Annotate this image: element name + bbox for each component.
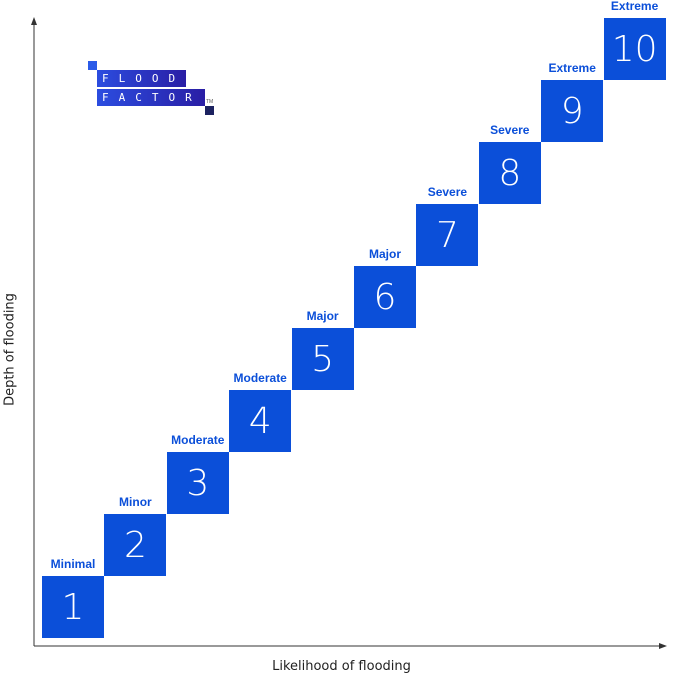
risk-label-5: Major xyxy=(306,309,339,323)
risk-score-1: 1 xyxy=(42,576,104,638)
risk-label-2: Minor xyxy=(119,495,152,509)
risk-score-2: 2 xyxy=(104,514,167,576)
risk-score-4: 4 xyxy=(229,390,292,452)
risk-score-9: 9 xyxy=(541,80,604,142)
risk-score-8: 8 xyxy=(478,142,541,204)
x-axis-label: Likelihood of flooding xyxy=(272,659,411,674)
x-axis-arrow xyxy=(659,643,667,649)
risk-label-1: Minimal xyxy=(50,557,96,571)
logo-square-top xyxy=(88,61,97,70)
logo-line-1: FLOOD xyxy=(97,70,186,87)
risk-label-3: Moderate xyxy=(171,433,225,447)
risk-label-10: Extreme xyxy=(610,0,659,13)
logo-line-2: FACTOR xyxy=(97,89,205,106)
risk-score-10: 10 xyxy=(603,18,666,80)
risk-score-5: 5 xyxy=(291,328,354,390)
risk-label-6: Major xyxy=(368,247,401,261)
risk-label-4: Moderate xyxy=(233,371,287,385)
risk-score-6: 6 xyxy=(354,266,416,328)
risk-score-7: 7 xyxy=(416,204,479,266)
y-axis-label: Depth of flooding xyxy=(2,293,18,406)
logo-square-bottom xyxy=(205,106,214,115)
logo-trademark: TM xyxy=(206,99,214,105)
risk-label-7: Severe xyxy=(427,185,468,199)
risk-label-8: Severe xyxy=(490,123,530,137)
risk-label-9: Extreme xyxy=(548,61,596,75)
flood-factor-logo: FLOOD FACTOR TM xyxy=(88,61,218,119)
risk-score-3: 3 xyxy=(166,452,229,514)
y-axis-arrow xyxy=(31,17,37,25)
